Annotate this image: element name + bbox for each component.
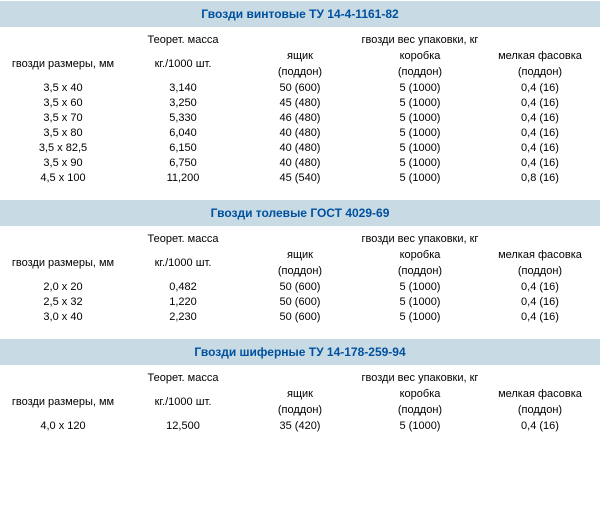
- cell-mass: 3,250: [126, 95, 240, 110]
- cell-mass: 2,230: [126, 309, 240, 324]
- cell-small: 0,4 (16): [480, 125, 600, 140]
- cell-size: 3,5 x 82,5: [0, 140, 126, 155]
- section-title: Гвозди толевые ГОСТ 4029-69: [0, 199, 600, 227]
- cell-mass: 6,040: [126, 125, 240, 140]
- header-pack: гвозди вес упаковки, кг: [240, 366, 600, 386]
- header-pack: гвозди вес упаковки, кг: [240, 28, 600, 48]
- cell-small: 0,4 (16): [480, 418, 600, 433]
- cell-mass: 11,200: [126, 170, 240, 185]
- cell-carton: 5 (1000): [360, 294, 480, 309]
- table-row: 3,5 x 603,25045 (480)5 (1000)0,4 (16): [0, 95, 600, 110]
- cell-box: 50 (600): [240, 279, 360, 294]
- cell-mass: 12,500: [126, 418, 240, 433]
- cell-size: 2,0 x 20: [0, 279, 126, 294]
- cell-box: 45 (540): [240, 170, 360, 185]
- cell-carton: 5 (1000): [360, 279, 480, 294]
- cell-box: 50 (600): [240, 294, 360, 309]
- cell-size: 3,0 x 40: [0, 309, 126, 324]
- cell-box: 50 (600): [240, 80, 360, 95]
- cell-carton: 5 (1000): [360, 80, 480, 95]
- section-title-text: Гвозди винтовые ТУ 14-4-1161-82: [201, 7, 398, 21]
- table-row: 3,0 x 402,23050 (600)5 (1000)0,4 (16): [0, 309, 600, 324]
- cell-mass: 6,150: [126, 140, 240, 155]
- cell-size: 3,5 x 80: [0, 125, 126, 140]
- header-sizes: гвозди размеры, мм: [0, 48, 126, 80]
- section-title-text: Гвозди шиферные ТУ 14-178-259-94: [194, 345, 405, 359]
- cell-box: 46 (480): [240, 110, 360, 125]
- cell-carton: 5 (1000): [360, 309, 480, 324]
- nail-table: Теорет. массагвозди вес упаковки, кг гвоз…: [0, 366, 600, 433]
- cell-small: 0,8 (16): [480, 170, 600, 185]
- nail-table: Теорет. массагвозди вес упаковки, кг гвоз…: [0, 227, 600, 324]
- section-title: Гвозди винтовые ТУ 14-4-1161-82: [0, 0, 600, 28]
- table-row: 2,0 x 200,48250 (600)5 (1000)0,4 (16): [0, 279, 600, 294]
- cell-small: 0,4 (16): [480, 294, 600, 309]
- cell-carton: 5 (1000): [360, 140, 480, 155]
- cell-carton: 5 (1000): [360, 125, 480, 140]
- cell-carton: 5 (1000): [360, 170, 480, 185]
- cell-small: 0,4 (16): [480, 80, 600, 95]
- cell-mass: 6,750: [126, 155, 240, 170]
- table-row: 4,5 x 10011,20045 (540)5 (1000)0,8 (16): [0, 170, 600, 185]
- table-row: 3,5 x 82,56,15040 (480)5 (1000)0,4 (16): [0, 140, 600, 155]
- cell-box: 35 (420): [240, 418, 360, 433]
- cell-size: 3,5 x 90: [0, 155, 126, 170]
- cell-carton: 5 (1000): [360, 155, 480, 170]
- header-pack: гвозди вес упаковки, кг: [240, 227, 600, 247]
- cell-box: 40 (480): [240, 140, 360, 155]
- table-row: 3,5 x 705,33046 (480)5 (1000)0,4 (16): [0, 110, 600, 125]
- cell-size: 3,5 x 70: [0, 110, 126, 125]
- header-sizes: гвозди размеры, мм: [0, 386, 126, 418]
- table-row: 3,5 x 906,75040 (480)5 (1000)0,4 (16): [0, 155, 600, 170]
- cell-mass: 0,482: [126, 279, 240, 294]
- cell-small: 0,4 (16): [480, 155, 600, 170]
- header-mass: Теорет. масса: [126, 28, 240, 48]
- cell-size: 2,5 x 32: [0, 294, 126, 309]
- cell-mass: 5,330: [126, 110, 240, 125]
- header-sizes: гвозди размеры, мм: [0, 247, 126, 279]
- cell-box: 40 (480): [240, 155, 360, 170]
- cell-small: 0,4 (16): [480, 110, 600, 125]
- cell-small: 0,4 (16): [480, 140, 600, 155]
- cell-box: 50 (600): [240, 309, 360, 324]
- section-title-text: Гвозди толевые ГОСТ 4029-69: [211, 206, 390, 220]
- section-title: Гвозди шиферные ТУ 14-178-259-94: [0, 338, 600, 366]
- cell-mass: 1,220: [126, 294, 240, 309]
- cell-size: 4,0 x 120: [0, 418, 126, 433]
- cell-small: 0,4 (16): [480, 279, 600, 294]
- cell-size: 3,5 x 40: [0, 80, 126, 95]
- cell-carton: 5 (1000): [360, 95, 480, 110]
- cell-small: 0,4 (16): [480, 95, 600, 110]
- cell-mass: 3,140: [126, 80, 240, 95]
- nail-table: Теорет. массагвозди вес упаковки, кг гвоз…: [0, 28, 600, 185]
- header-mass: Теорет. масса: [126, 366, 240, 386]
- table-row: 4,0 x 12012,50035 (420)5 (1000)0,4 (16): [0, 418, 600, 433]
- cell-box: 40 (480): [240, 125, 360, 140]
- cell-carton: 5 (1000): [360, 110, 480, 125]
- table-row: 3,5 x 403,14050 (600)5 (1000)0,4 (16): [0, 80, 600, 95]
- cell-size: 4,5 x 100: [0, 170, 126, 185]
- cell-size: 3,5 x 60: [0, 95, 126, 110]
- cell-box: 45 (480): [240, 95, 360, 110]
- table-row: 2,5 x 321,22050 (600)5 (1000)0,4 (16): [0, 294, 600, 309]
- cell-carton: 5 (1000): [360, 418, 480, 433]
- cell-small: 0,4 (16): [480, 309, 600, 324]
- header-mass: Теорет. масса: [126, 227, 240, 247]
- table-row: 3,5 x 806,04040 (480)5 (1000)0,4 (16): [0, 125, 600, 140]
